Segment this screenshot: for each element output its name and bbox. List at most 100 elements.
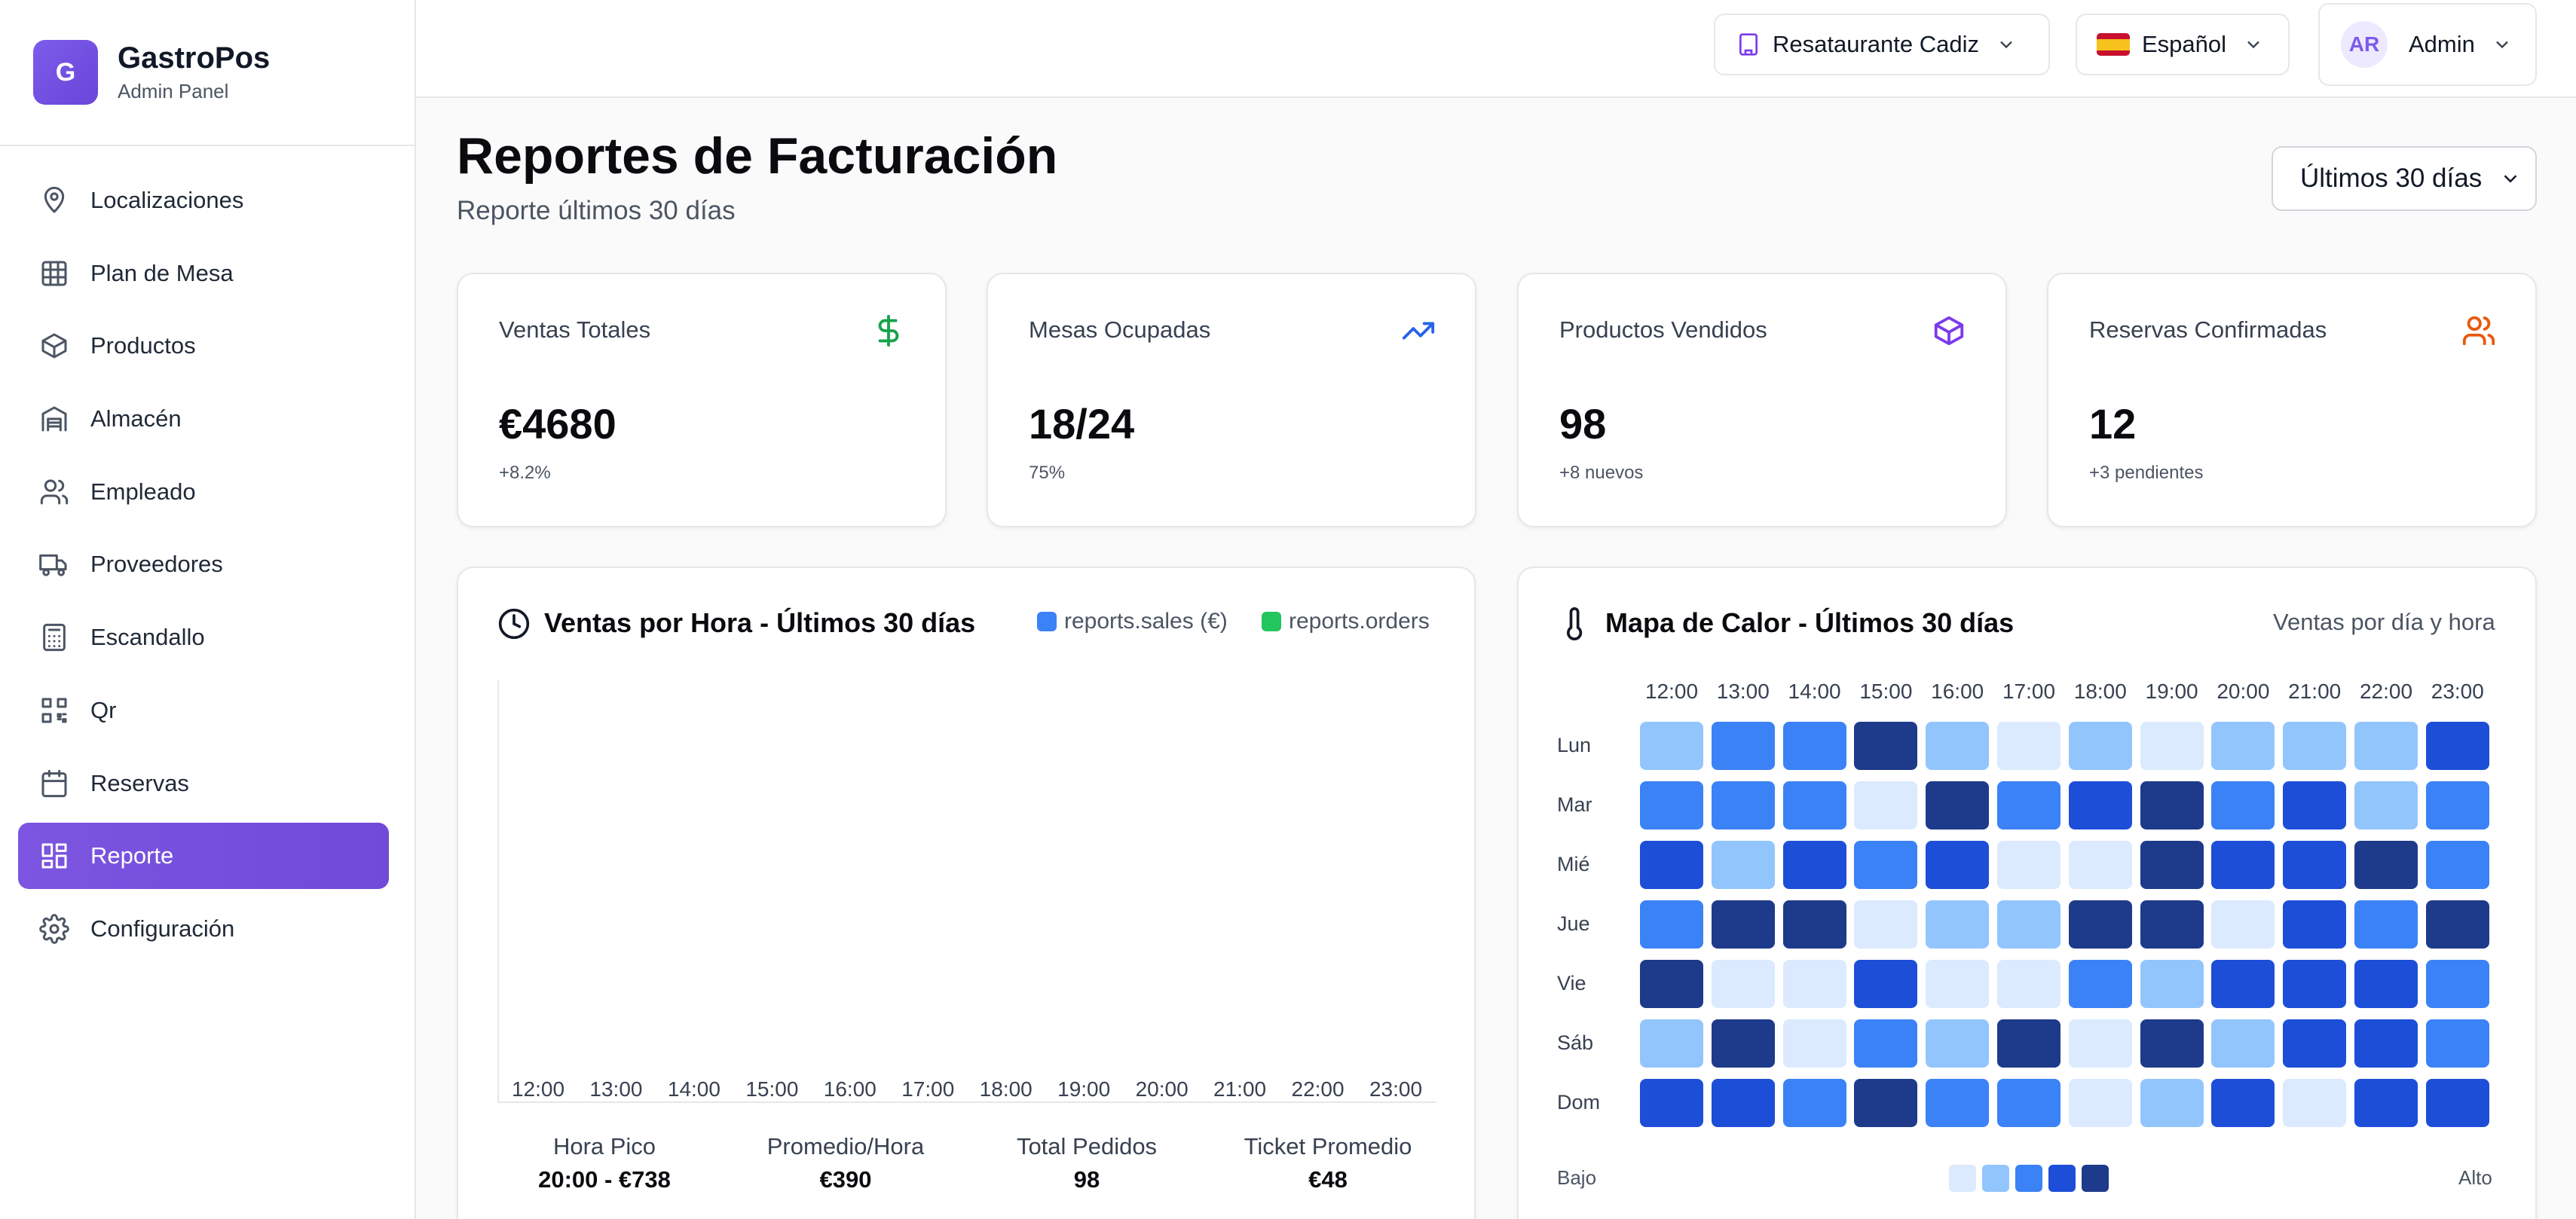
heatmap-cell[interactable]: [1854, 781, 1918, 829]
heatmap-cell[interactable]: [2425, 960, 2489, 1008]
heatmap-cell[interactable]: [1926, 722, 1990, 770]
heatmap-cell[interactable]: [1997, 1019, 2060, 1068]
sidebar-item-plan-de-mesa[interactable]: Plan de Mesa: [18, 240, 389, 307]
heatmap-cell[interactable]: [1854, 722, 1918, 770]
heatmap-cell[interactable]: [2211, 1019, 2275, 1068]
heatmap-cell[interactable]: [2354, 841, 2418, 889]
heatmap-cell[interactable]: [2425, 781, 2489, 829]
heatmap-cell[interactable]: [1997, 722, 2060, 770]
heatmap-cell[interactable]: [1997, 900, 2060, 949]
heatmap-cell[interactable]: [1782, 781, 1846, 829]
heatmap-cell[interactable]: [1640, 722, 1703, 770]
heatmap-cell[interactable]: [2354, 900, 2418, 949]
sidebar-item-reservas[interactable]: Reservas: [18, 750, 389, 817]
heatmap-cell[interactable]: [1997, 781, 2060, 829]
heatmap-cell[interactable]: [2140, 841, 2204, 889]
heatmap-cell[interactable]: [1782, 722, 1846, 770]
heatmap-cell[interactable]: [2068, 1079, 2132, 1127]
heatmap-cell[interactable]: [2354, 1079, 2418, 1127]
heatmap-cell[interactable]: [1854, 960, 1918, 1008]
heatmap-cell[interactable]: [1997, 841, 2060, 889]
brand-logo[interactable]: G: [33, 40, 98, 105]
heatmap-cell[interactable]: [1640, 841, 1703, 889]
heatmap-cell[interactable]: [1711, 960, 1775, 1008]
heatmap-cell[interactable]: [1711, 1019, 1775, 1068]
sidebar-item-almacen[interactable]: Almacén: [18, 386, 389, 452]
heatmap-cell[interactable]: [1640, 900, 1703, 949]
user-menu[interactable]: AR Admin: [2318, 3, 2537, 86]
heatmap-cell[interactable]: [2140, 1079, 2204, 1127]
legend-orders[interactable]: reports.orders: [1262, 609, 1430, 634]
sidebar-item-qr[interactable]: Qr: [18, 677, 389, 744]
heatmap-cell[interactable]: [2425, 1079, 2489, 1127]
heatmap-cell[interactable]: [1782, 1079, 1846, 1127]
heatmap-cell[interactable]: [2354, 722, 2418, 770]
sidebar-item-configuracion[interactable]: Configuración: [18, 896, 389, 962]
heatmap-cell[interactable]: [1854, 1019, 1918, 1068]
heatmap-cell[interactable]: [2068, 841, 2132, 889]
heatmap-cell[interactable]: [2425, 1019, 2489, 1068]
heatmap-cell[interactable]: [1711, 900, 1775, 949]
heatmap-cell[interactable]: [2425, 841, 2489, 889]
sidebar-item-localizaciones[interactable]: Localizaciones: [18, 167, 389, 234]
heatmap-cell[interactable]: [2354, 960, 2418, 1008]
restaurant-selector[interactable]: Resataurante Cadiz: [1714, 14, 2050, 75]
heatmap-cell[interactable]: [1640, 1019, 1703, 1068]
heatmap-cell[interactable]: [2140, 900, 2204, 949]
heatmap-cell[interactable]: [1711, 841, 1775, 889]
heatmap-cell[interactable]: [1782, 960, 1846, 1008]
sidebar-item-reporte[interactable]: Reporte: [18, 823, 389, 890]
heatmap-cell[interactable]: [2283, 841, 2347, 889]
heatmap-cell[interactable]: [2211, 722, 2275, 770]
heatmap-cell[interactable]: [1640, 960, 1703, 1008]
heatmap-cell[interactable]: [2211, 960, 2275, 1008]
sidebar-item-escandallo[interactable]: Escandallo: [18, 604, 389, 671]
sidebar-item-empleado[interactable]: Empleado: [18, 459, 389, 525]
heatmap-cell[interactable]: [1926, 781, 1990, 829]
heatmap-cell[interactable]: [2140, 960, 2204, 1008]
heatmap-cell[interactable]: [2211, 1079, 2275, 1127]
heatmap-cell[interactable]: [1854, 1079, 1918, 1127]
sidebar-item-proveedores[interactable]: Proveedores: [18, 531, 389, 597]
heatmap-cell[interactable]: [2425, 722, 2489, 770]
heatmap-cell[interactable]: [1711, 1079, 1775, 1127]
heatmap-cell[interactable]: [2211, 781, 2275, 829]
heatmap-cell[interactable]: [1997, 1079, 2060, 1127]
heatmap-cell[interactable]: [2354, 781, 2418, 829]
heatmap-cell[interactable]: [2068, 1019, 2132, 1068]
heatmap-cell[interactable]: [2283, 960, 2347, 1008]
heatmap-cell[interactable]: [1926, 841, 1990, 889]
heatmap-cell[interactable]: [1926, 900, 1990, 949]
heatmap-cell[interactable]: [1782, 841, 1846, 889]
heatmap-cell[interactable]: [2140, 781, 2204, 829]
sidebar-item-productos[interactable]: Productos: [18, 313, 389, 379]
heatmap-cell[interactable]: [2283, 781, 2347, 829]
heatmap-cell[interactable]: [2140, 722, 2204, 770]
heatmap-cell[interactable]: [1782, 900, 1846, 949]
heatmap-cell[interactable]: [1997, 960, 2060, 1008]
language-selector[interactable]: Español: [2076, 14, 2290, 75]
heatmap-cell[interactable]: [1640, 1079, 1703, 1127]
heatmap-cell[interactable]: [2283, 900, 2347, 949]
heatmap-cell[interactable]: [2211, 900, 2275, 949]
heatmap-cell[interactable]: [2283, 722, 2347, 770]
heatmap-cell[interactable]: [2068, 722, 2132, 770]
heatmap-cell[interactable]: [2140, 1019, 2204, 1068]
heatmap-cell[interactable]: [1640, 781, 1703, 829]
heatmap-cell[interactable]: [2283, 1019, 2347, 1068]
heatmap-cell[interactable]: [1854, 841, 1918, 889]
period-select[interactable]: Últimos 30 días: [2272, 146, 2537, 211]
legend-sales[interactable]: reports.sales (€): [1037, 609, 1228, 634]
heatmap-cell[interactable]: [2068, 781, 2132, 829]
heatmap-cell[interactable]: [1926, 1079, 1990, 1127]
heatmap-cell[interactable]: [1854, 900, 1918, 949]
heatmap-cell[interactable]: [1711, 781, 1775, 829]
heatmap-cell[interactable]: [1782, 1019, 1846, 1068]
heatmap-cell[interactable]: [2211, 841, 2275, 889]
heatmap-cell[interactable]: [1711, 722, 1775, 770]
heatmap-cell[interactable]: [1926, 1019, 1990, 1068]
heatmap-cell[interactable]: [2354, 1019, 2418, 1068]
heatmap-cell[interactable]: [2283, 1079, 2347, 1127]
heatmap-cell[interactable]: [2068, 900, 2132, 949]
heatmap-cell[interactable]: [1926, 960, 1990, 1008]
